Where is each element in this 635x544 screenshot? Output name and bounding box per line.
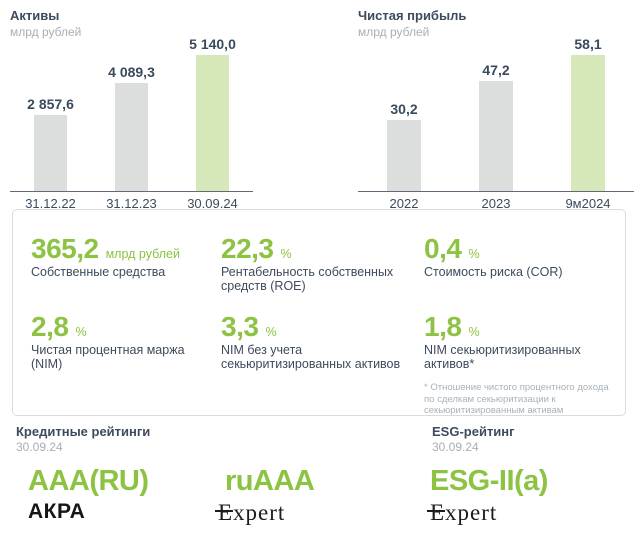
x-axis-label: 2023 [481, 196, 511, 211]
rating-grade: ruAAA [225, 465, 315, 497]
bar [115, 83, 148, 191]
metric-value: 0,4 [424, 233, 462, 264]
expert-ra-logo: Expert [427, 500, 498, 526]
rating-expert-ra: ruAAA Expert [215, 465, 315, 526]
bar-value-label: 5 140,0 [189, 36, 236, 52]
plot-area: 30,2 47,2 58,1 [358, 36, 634, 192]
metric-value: 22,3 [221, 233, 274, 264]
chart-subtitle: млрд рублей [358, 25, 430, 39]
metric-unit: млрд рублей [105, 247, 180, 261]
x-axis-label: 2022 [389, 196, 419, 211]
rating-grade: ESG-II(a) [430, 465, 548, 497]
bar [387, 120, 421, 191]
metric-value: 365,2 [31, 233, 99, 264]
metric-label: Стоимость риска (COR) [424, 265, 563, 279]
metric-nim-ex-securitization: 3,3 % NIM без учета секьюритизированных … [221, 311, 424, 417]
bar-column: 5 140,0 [172, 36, 253, 191]
bar-value-label: 4 089,3 [108, 64, 155, 80]
bar [196, 55, 229, 191]
metric-unit: % [468, 325, 480, 339]
expert-ra-logo-text: Expert [430, 500, 498, 525]
metric-unit: % [280, 247, 292, 261]
bar-column: 47,2 [450, 62, 542, 191]
metric-nim: 2,8 % Чистая процентная маржа (NIM) [31, 311, 221, 417]
esg-rating-header: ESG-рейтинг 30.09.24 [432, 424, 515, 454]
credit-ratings-date: 30.09.24 [16, 440, 63, 454]
bar-column: 30,2 [358, 101, 450, 191]
x-axis-label: 31.12.23 [106, 196, 157, 211]
metric-equity: 365,2 млрд рублей Собственные средства [31, 233, 221, 293]
metric-label: Собственные средства [31, 265, 166, 279]
net-profit-bar-chart: Чистая прибыль млрд рублей 30,2 47,2 58,1 … [358, 8, 634, 211]
bar-column: 4 089,3 [91, 64, 172, 191]
metric-value: 2,8 [31, 311, 69, 342]
metric-cor: 0,4 % Стоимость риска (COR) [424, 233, 609, 293]
metric-unit: % [75, 325, 87, 339]
expert-logo-stroke [215, 510, 233, 512]
expert-logo-stroke [427, 510, 445, 512]
bar-value-label: 47,2 [482, 62, 510, 78]
esg-rating-date: 30.09.24 [432, 440, 479, 454]
chart-subtitle: млрд рублей [10, 25, 82, 39]
bar [34, 115, 67, 191]
expert-ra-logo: Expert [215, 500, 286, 526]
key-metrics-panel: 365,2 млрд рублей Собственные средства 2… [12, 209, 626, 416]
x-axis-label: 30.09.24 [187, 196, 238, 211]
x-axis-label: 9м2024 [565, 196, 611, 211]
bar [479, 81, 513, 191]
metric-roe: 22,3 % Рентабельность собственных средст… [221, 233, 424, 293]
metrics-footnote: * Отношение чистого процентного дохода п… [424, 382, 609, 416]
metric-nim-securitized: 1,8 % NIM секьюритизированных активов* *… [424, 311, 609, 417]
assets-bar-chart: Активы млрд рублей 2 857,6 4 089,3 5 140,0… [10, 8, 253, 211]
metric-label: Чистая процентная маржа (NIM) [31, 343, 185, 371]
expert-ra-logo-text: Expert [218, 500, 286, 525]
plot-area: 2 857,6 4 089,3 5 140,0 [10, 36, 253, 192]
bar-column: 58,1 [542, 36, 634, 191]
bar-column: 2 857,6 [10, 96, 91, 191]
bar [571, 55, 605, 191]
bar-value-label: 30,2 [390, 101, 418, 117]
x-axis-label: 31.12.22 [25, 196, 76, 211]
acra-logo: АКРА [28, 500, 86, 523]
credit-ratings-title: Кредитные рейтинги [16, 424, 151, 439]
metric-value: 3,3 [221, 311, 259, 342]
chart-title: Чистая прибыль [358, 8, 467, 23]
metric-unit: % [265, 325, 277, 339]
metric-label: Рентабельность собственных средств (ROE) [221, 265, 394, 293]
bar-value-label: 58,1 [574, 36, 602, 52]
esg-rating-title: ESG-рейтинг [432, 424, 515, 439]
x-axis-labels: 31.12.22 31.12.23 30.09.24 [10, 196, 253, 211]
metric-value: 1,8 [424, 311, 462, 342]
rating-esg-expert-ra: ESG-II(a) Expert [427, 465, 548, 526]
rating-acra: AAA(RU) АКРА [28, 466, 149, 524]
credit-ratings-header: Кредитные рейтинги 30.09.24 [16, 424, 150, 454]
x-axis-labels: 2022 2023 9м2024 [358, 196, 634, 211]
rating-grade: AAA(RU) [28, 465, 149, 497]
bar-value-label: 2 857,6 [27, 96, 74, 112]
metric-label: NIM секьюритизированных активов* [424, 343, 581, 371]
metric-label: NIM без учета секьюритизированных активо… [221, 343, 401, 371]
chart-title: Активы [10, 8, 60, 23]
metric-unit: % [468, 247, 480, 261]
